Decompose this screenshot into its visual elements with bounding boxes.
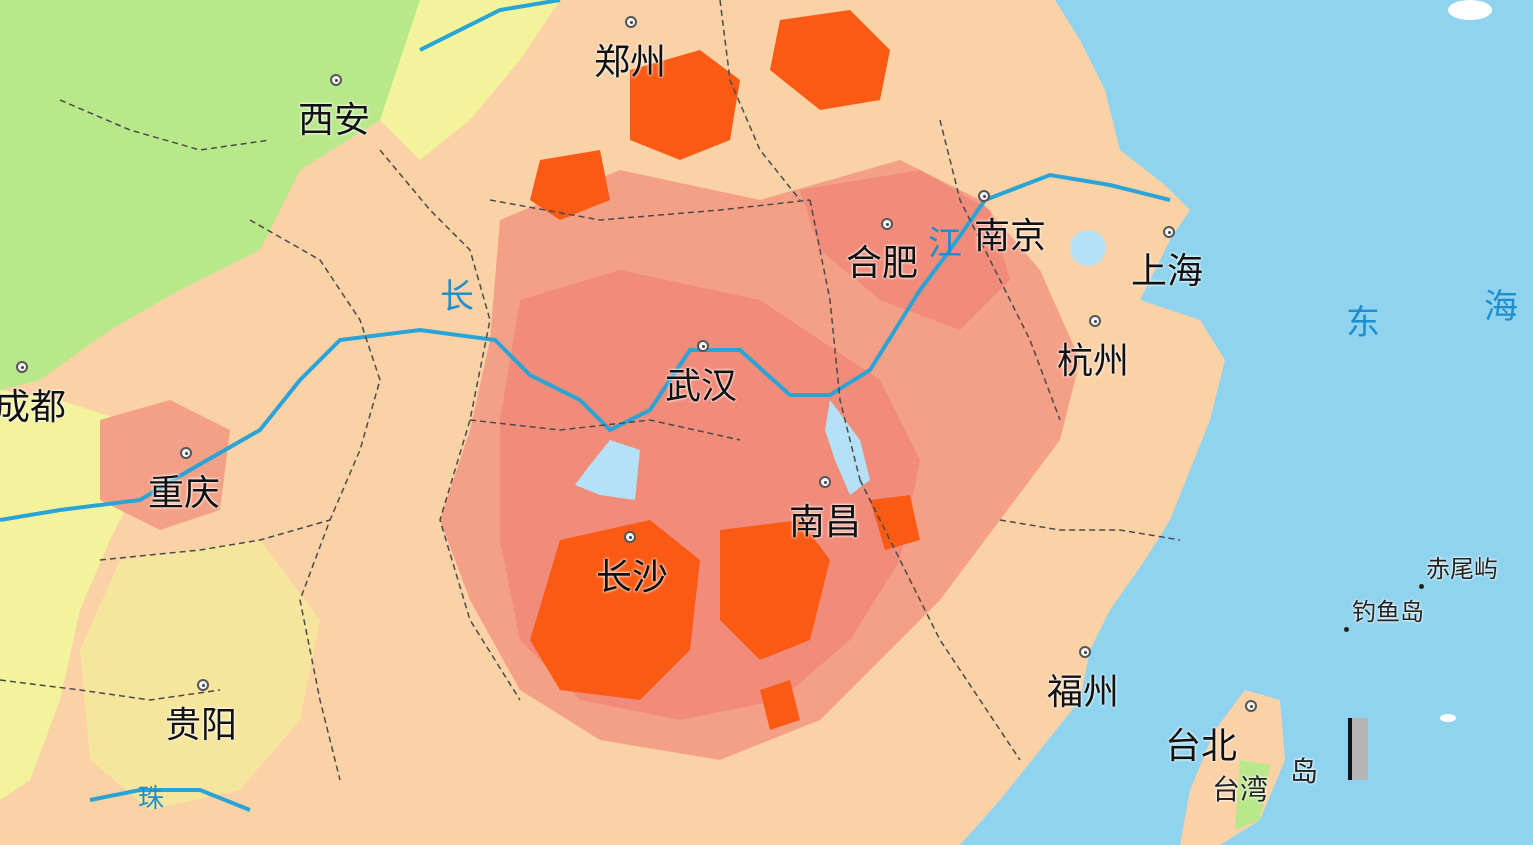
yellow-river (419, 0, 561, 52)
city-nanchang (819, 476, 831, 488)
west-green (0, 0, 430, 390)
peak-small-1 (870, 495, 920, 550)
label-sea-dong: 东 (1346, 303, 1380, 343)
high-north (800, 170, 1010, 330)
province-boundaries (0, 0, 1181, 781)
city-chongqing (180, 447, 192, 459)
city-marker-icon (1089, 315, 1101, 327)
city-fuzhou (1079, 646, 1091, 658)
peak-nanchang (720, 520, 830, 660)
city-chengdu (16, 361, 28, 373)
city-marker-icon (978, 190, 990, 202)
north-yellow (380, 0, 560, 160)
label-taiwan-b: 岛 (1290, 755, 1319, 788)
label-changsha: 长沙 (596, 557, 669, 598)
peak-north-east (770, 10, 890, 110)
point-diaoyu (1344, 627, 1349, 632)
label-river-chang: 长 (440, 277, 474, 317)
city-marker-icon (624, 531, 636, 543)
city-hangzhou (1089, 315, 1101, 327)
city-marker-icon (1163, 226, 1175, 238)
city-nanjing (978, 190, 990, 202)
label-wuhan: 武汉 (665, 366, 738, 407)
label-nanjing: 南京 (974, 216, 1047, 257)
city-marker-icon (1245, 700, 1257, 712)
label-nanchang: 南昌 (789, 502, 862, 543)
city-marker-icon (697, 340, 709, 352)
label-xian: 西安 (298, 100, 371, 141)
label-fuzhou: 福州 (1047, 672, 1120, 713)
yangtze-river (0, 172, 1171, 522)
island-top (1448, 0, 1492, 20)
city-xian (330, 74, 342, 86)
label-sea-hai: 海 (1484, 287, 1518, 327)
city-marker-icon (1079, 646, 1091, 658)
city-guiyang (197, 679, 209, 691)
label-guiyang: 贵阳 (165, 705, 238, 746)
point-chiwei (1419, 584, 1424, 589)
city-taipei (1245, 700, 1257, 712)
city-changsha (624, 531, 636, 543)
city-wuhan (697, 340, 709, 352)
lake-taihu (1070, 230, 1106, 266)
city-zhengzhou (625, 16, 637, 28)
peak-west (530, 150, 610, 220)
taiwan-green (1235, 760, 1270, 830)
label-chongqing: 重庆 (148, 473, 221, 514)
island-small (1440, 714, 1456, 722)
city-marker-icon (330, 74, 342, 86)
peak-changsha (530, 520, 700, 700)
lake-poyang (825, 400, 870, 495)
label-zhengzhou: 郑州 (594, 42, 667, 83)
label-chengdu: 成都 (0, 387, 67, 428)
label-taiwan-a: 台湾 (1212, 773, 1269, 806)
city-marker-icon (180, 447, 192, 459)
mid-zone-2 (100, 400, 230, 530)
city-shanghai (1163, 226, 1175, 238)
label-diaoyu: 钓鱼岛 (1352, 598, 1424, 626)
peak-small-2 (760, 680, 800, 730)
city-marker-icon (881, 218, 893, 230)
label-river-zhu: 珠 (138, 784, 165, 814)
city-marker-icon (197, 679, 209, 691)
label-hangzhou: 杭州 (1057, 341, 1130, 382)
city-marker-icon (819, 476, 831, 488)
scale-bar (1348, 718, 1368, 780)
label-river-jiang: 江 (928, 224, 962, 264)
lake-dongting (575, 440, 640, 500)
label-taipei: 台北 (1165, 726, 1238, 767)
southwest-yellow (80, 540, 320, 810)
city-marker-icon (625, 16, 637, 28)
label-shanghai: 上海 (1131, 251, 1204, 292)
peak-zhengzhou (630, 50, 740, 160)
label-chiwei: 赤尾屿 (1426, 555, 1498, 583)
label-hefei: 合肥 (846, 243, 919, 284)
zhu-river (89, 788, 251, 812)
city-marker-icon (16, 361, 28, 373)
city-hefei (881, 218, 893, 230)
